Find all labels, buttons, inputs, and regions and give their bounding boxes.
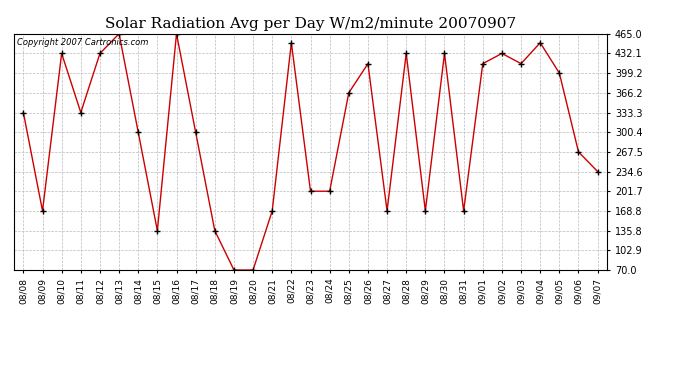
Title: Solar Radiation Avg per Day W/m2/minute 20070907: Solar Radiation Avg per Day W/m2/minute … bbox=[105, 17, 516, 31]
Text: Copyright 2007 Cartronics.com: Copyright 2007 Cartronics.com bbox=[17, 39, 148, 48]
